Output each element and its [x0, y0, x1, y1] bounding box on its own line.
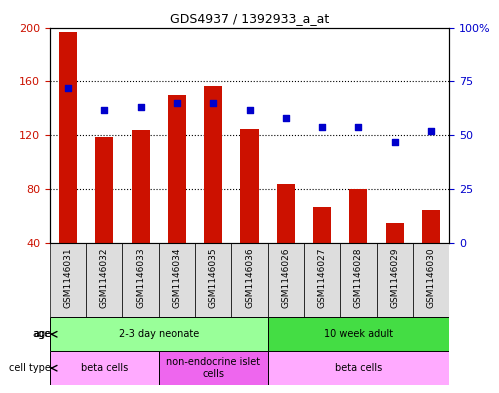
- FancyBboxPatch shape: [159, 243, 195, 317]
- FancyBboxPatch shape: [86, 243, 122, 317]
- Text: GSM1146031: GSM1146031: [63, 247, 72, 308]
- Point: [100, 107, 108, 113]
- Bar: [204, 86, 222, 243]
- Text: GSM1146030: GSM1146030: [427, 247, 436, 308]
- FancyBboxPatch shape: [195, 243, 232, 317]
- Point: [64, 85, 72, 91]
- Text: GSM1146029: GSM1146029: [390, 247, 399, 307]
- Text: age: age: [33, 329, 52, 339]
- Title: GDS4937 / 1392933_a_at: GDS4937 / 1392933_a_at: [170, 12, 329, 25]
- Text: GSM1146027: GSM1146027: [317, 247, 326, 307]
- FancyBboxPatch shape: [267, 243, 304, 317]
- Text: GSM1146028: GSM1146028: [354, 247, 363, 307]
- Text: non-endocrine islet
cells: non-endocrine islet cells: [166, 357, 260, 379]
- Text: GSM1146034: GSM1146034: [173, 247, 182, 307]
- FancyBboxPatch shape: [304, 243, 340, 317]
- Bar: [132, 130, 150, 243]
- Point: [246, 107, 253, 113]
- Bar: [277, 184, 295, 243]
- FancyBboxPatch shape: [50, 243, 86, 317]
- Point: [173, 100, 181, 106]
- FancyBboxPatch shape: [413, 243, 449, 317]
- Text: beta cells: beta cells: [81, 363, 128, 373]
- FancyBboxPatch shape: [377, 243, 413, 317]
- Bar: [59, 31, 77, 243]
- Bar: [422, 209, 440, 243]
- Point: [318, 124, 326, 130]
- Bar: [313, 207, 331, 243]
- Text: GSM1146036: GSM1146036: [245, 247, 254, 308]
- Bar: [168, 95, 186, 243]
- Bar: [386, 223, 404, 243]
- Bar: [95, 137, 113, 243]
- Point: [391, 139, 399, 145]
- Text: GSM1146032: GSM1146032: [100, 247, 109, 307]
- Point: [427, 128, 435, 134]
- Point: [209, 100, 217, 106]
- Bar: [50, 351, 159, 385]
- Text: 10 week adult: 10 week adult: [324, 329, 393, 339]
- Bar: [159, 351, 267, 385]
- Bar: [349, 189, 367, 243]
- Text: 2-3 day neonate: 2-3 day neonate: [119, 329, 199, 339]
- Text: beta cells: beta cells: [335, 363, 382, 373]
- FancyBboxPatch shape: [340, 243, 377, 317]
- Point: [282, 115, 290, 121]
- Point: [137, 104, 145, 110]
- Text: GSM1146035: GSM1146035: [209, 247, 218, 308]
- Text: GSM1146026: GSM1146026: [281, 247, 290, 307]
- FancyBboxPatch shape: [232, 243, 267, 317]
- Point: [354, 124, 362, 130]
- Bar: [267, 317, 449, 351]
- Bar: [241, 129, 258, 243]
- Text: GSM1146033: GSM1146033: [136, 247, 145, 308]
- Text: age: age: [32, 329, 50, 339]
- Bar: [50, 317, 267, 351]
- FancyBboxPatch shape: [122, 243, 159, 317]
- Text: cell type: cell type: [9, 363, 50, 373]
- Bar: [267, 351, 449, 385]
